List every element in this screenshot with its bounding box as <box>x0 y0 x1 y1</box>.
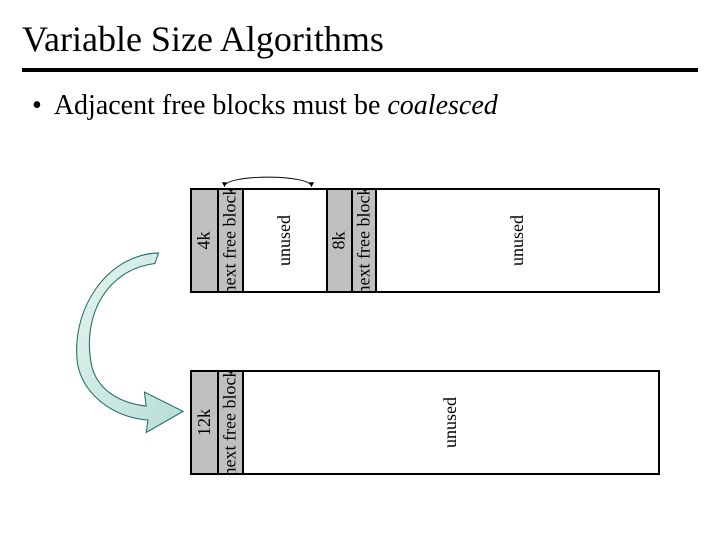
mem-cell: next free block <box>351 190 376 291</box>
cell-label: 12k <box>194 409 215 436</box>
bullet-text: Adjacent free blocks must be <box>54 90 388 121</box>
mem-cell: unused <box>242 190 326 291</box>
mem-cell: next free block <box>217 190 242 291</box>
mem-cell: 8k <box>326 190 351 291</box>
mem-cell: 12k <box>192 372 217 473</box>
coalesce-arc <box>218 166 318 196</box>
cell-label: unused <box>440 397 461 448</box>
bullet-emph: coalesced <box>387 90 497 121</box>
mem-cell: unused <box>242 372 658 473</box>
coalesce-arrow <box>70 258 200 438</box>
cell-label: next free block <box>220 372 241 473</box>
cell-label: 8k <box>329 232 350 250</box>
cell-label: unused <box>507 215 528 266</box>
memory-row-before: 4knext free blockunused8knext free block… <box>190 188 660 293</box>
cell-label: next free block <box>220 190 241 291</box>
bullet-dot: • <box>32 90 42 122</box>
cell-label: 4k <box>194 232 215 250</box>
cell-label: next free block <box>354 190 375 291</box>
bullet-line: • Adjacent free blocks must be coalesced <box>0 90 720 122</box>
title-rule <box>22 68 698 72</box>
diagram: 4knext free blockunused8knext free block… <box>130 180 670 510</box>
mem-cell: 4k <box>192 190 217 291</box>
mem-cell: next free block <box>217 372 242 473</box>
page-title: Variable Size Algorithms <box>0 0 720 68</box>
memory-row-after: 12knext free block unused <box>190 370 660 475</box>
mem-cell: unused <box>375 190 658 291</box>
cell-label: unused <box>274 215 295 266</box>
